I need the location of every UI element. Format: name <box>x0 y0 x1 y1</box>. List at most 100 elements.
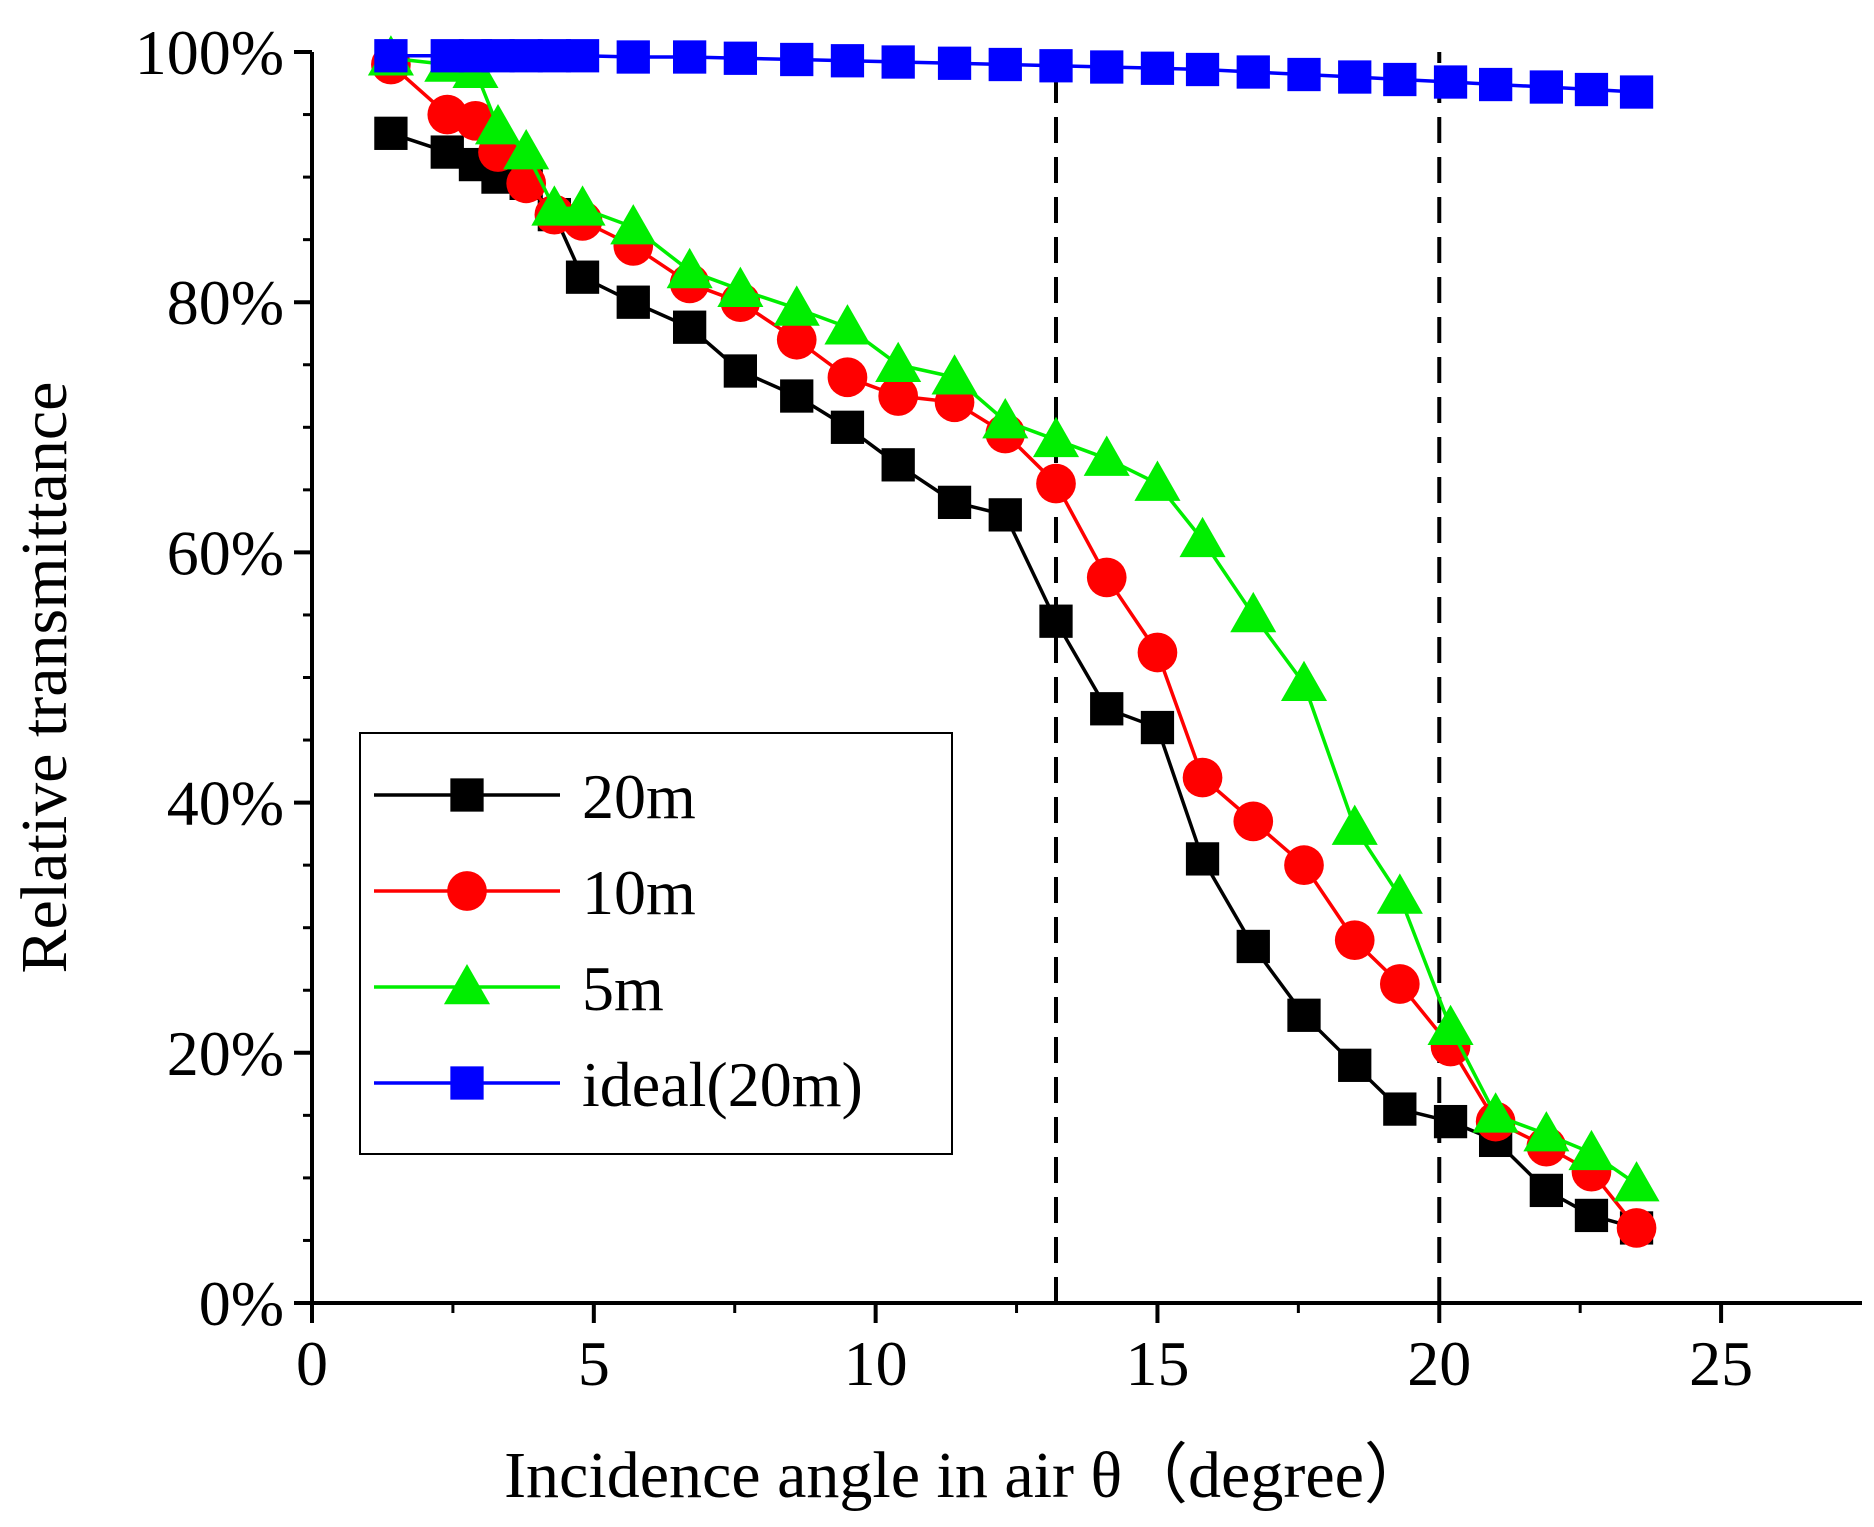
data-point-5m <box>1523 1111 1570 1152</box>
data-point-20m <box>881 448 915 482</box>
x-tick-label: 20 <box>1407 1328 1471 1399</box>
legend-item-5m: 5m <box>374 953 664 1024</box>
data-point-5m <box>1083 435 1130 476</box>
data-point-ideal(20m) <box>537 39 572 73</box>
legend-marker <box>450 778 484 812</box>
legend-label: ideal(20m) <box>582 1049 863 1120</box>
data-point-10m <box>878 376 919 416</box>
data-point-5m <box>1032 416 1080 458</box>
legend-label: 10m <box>582 857 696 928</box>
y-tick-label: 80% <box>167 267 284 338</box>
data-point-10m <box>1284 845 1324 885</box>
data-point-5m <box>982 398 1029 439</box>
y-axis-title: Relative transmittance <box>8 382 81 974</box>
data-point-10m <box>1036 463 1076 504</box>
legend-item-20m: 20m <box>374 761 696 832</box>
data-point-ideal(20m) <box>1433 65 1468 99</box>
data-point-5m <box>474 104 522 145</box>
data-point-10m <box>776 319 817 360</box>
data-point-20m <box>1383 1092 1417 1126</box>
legend-item-ideal(20m): ideal(20m) <box>374 1049 863 1120</box>
x-tick-label: 5 <box>578 1328 610 1399</box>
y-tick-label: 100% <box>135 17 284 88</box>
data-point-ideal(20m) <box>780 42 814 77</box>
data-point-ideal(20m) <box>616 40 650 74</box>
data-point-ideal(20m) <box>830 44 865 78</box>
data-point-20m <box>780 379 814 413</box>
data-point-10m <box>1334 920 1375 961</box>
data-point-ideal(20m) <box>1236 55 1270 89</box>
data-point-ideal(20m) <box>481 39 515 73</box>
data-point-20m <box>565 260 600 294</box>
data-point-20m <box>1185 842 1220 876</box>
data-point-10m <box>827 357 868 398</box>
data-point-20m <box>1287 998 1321 1032</box>
data-point-ideal(20m) <box>1619 75 1654 109</box>
data-point-10m <box>1137 632 1178 673</box>
data-point-ideal(20m) <box>1529 70 1564 104</box>
data-point-ideal(20m) <box>1287 57 1321 92</box>
data-point-ideal(20m) <box>1140 51 1175 85</box>
series-line-5m <box>390 56 1638 1186</box>
data-point-5m <box>931 354 978 395</box>
data-point-20m <box>723 354 758 388</box>
data-point-ideal(20m) <box>430 39 464 73</box>
data-point-5m <box>1230 591 1277 633</box>
data-point-20m <box>830 410 865 444</box>
data-point-20m <box>1140 710 1175 745</box>
y-tick-label: 0% <box>199 1268 284 1339</box>
x-tick-label: 10 <box>844 1328 908 1399</box>
x-axis-title: Incidence angle in air θ（degree） <box>504 1439 1430 1512</box>
y-tick-label: 40% <box>167 768 284 839</box>
data-point-20m <box>672 310 707 344</box>
data-point-5m <box>717 266 764 307</box>
data-point-ideal(20m) <box>723 41 758 75</box>
reference-lines <box>1054 52 1442 1303</box>
data-point-ideal(20m) <box>565 39 600 73</box>
data-point-10m <box>1379 964 1420 1004</box>
data-point-ideal(20m) <box>1090 50 1124 84</box>
data-point-ideal(20m) <box>1338 60 1372 94</box>
data-point-5m <box>1376 873 1423 914</box>
axis-titles: Incidence angle in air θ（degree） Relative… <box>8 382 1430 1512</box>
data-point-20m <box>1236 929 1270 964</box>
data-point-20m <box>616 285 650 319</box>
data-point-ideal(20m) <box>1478 67 1513 102</box>
data-point-20m <box>1090 692 1124 726</box>
axes: 0% 20% 40% 60% 80% 100% 0 5 10 15 20 25 <box>135 17 1862 1399</box>
series-ideal(20m) <box>374 39 1654 109</box>
data-point-ideal(20m) <box>374 39 408 73</box>
legend-label: 20m <box>582 761 696 832</box>
x-tick-label: 25 <box>1689 1328 1753 1399</box>
data-point-ideal(20m) <box>881 45 915 79</box>
legend: 20m 10m 5m ideal(20m) <box>359 732 953 1155</box>
data-point-5m <box>1134 460 1181 501</box>
data-point-20m <box>1039 604 1073 638</box>
data-point-5m <box>503 129 550 170</box>
data-point-20m <box>988 498 1022 532</box>
data-point-10m <box>1182 757 1223 798</box>
y-tick-label: 60% <box>167 517 284 588</box>
data-point-ideal(20m) <box>672 40 707 74</box>
x-tick-label: 0 <box>296 1328 328 1399</box>
data-point-5m <box>610 204 657 245</box>
data-point-5m <box>1427 1004 1474 1046</box>
data-point-ideal(20m) <box>1383 62 1417 97</box>
series-layer <box>367 35 1660 1248</box>
legend-marker <box>443 963 491 1005</box>
data-point-5m <box>1331 804 1378 845</box>
data-point-10m <box>1086 557 1127 598</box>
legend-item-10m: 10m <box>374 857 696 928</box>
data-point-5m <box>1568 1129 1615 1171</box>
y-tick-label: 20% <box>167 1018 284 1089</box>
data-point-5m <box>824 304 871 345</box>
data-point-ideal(20m) <box>1185 52 1220 87</box>
data-point-ideal(20m) <box>1574 72 1609 107</box>
data-point-20m <box>1338 1048 1372 1082</box>
data-point-ideal(20m) <box>1039 49 1073 83</box>
data-point-20m <box>1433 1104 1468 1139</box>
data-point-ideal(20m) <box>937 46 972 80</box>
data-point-5m <box>1179 516 1226 558</box>
